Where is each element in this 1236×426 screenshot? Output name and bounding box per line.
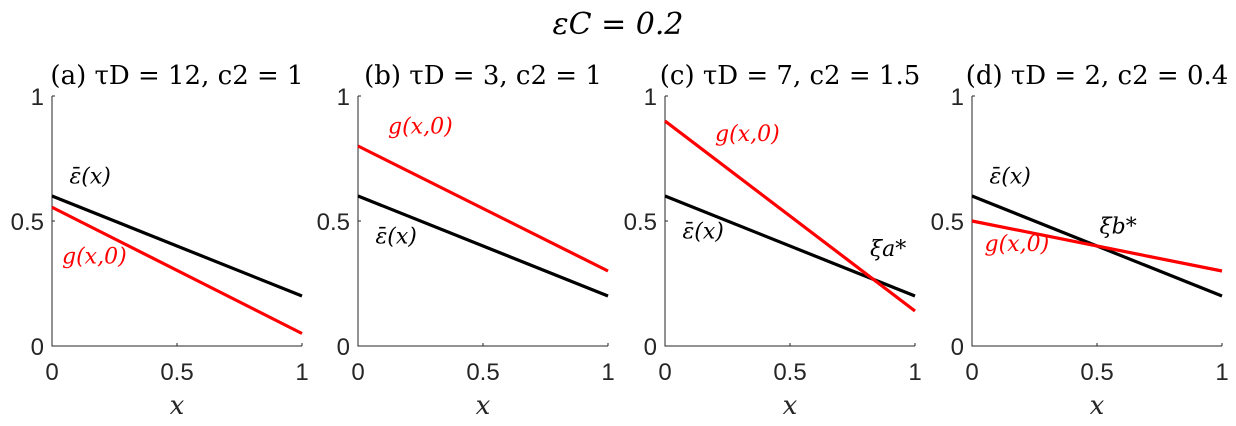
panel-b-annotation: ε̄(x) bbox=[376, 225, 417, 250]
panel-b-xtick-label: 0 bbox=[351, 359, 364, 386]
panel-a: (a) τD = 12, c2 = 1 0 0.5 1 0 0.5 1 x ε̄(x) g(x,0… bbox=[11, 61, 309, 421]
panel-c: (c) τD = 7, c2 = 1.5 0 0.5 1 0 0.5 1 x ε̄(x) g(x,… bbox=[624, 61, 922, 421]
panel-a-xtick-label: 0 bbox=[45, 359, 58, 386]
panel-d-ytick-label: 0 bbox=[951, 334, 964, 361]
panel-a-axes bbox=[51, 96, 302, 347]
panel-a-xlabel: x bbox=[170, 391, 185, 421]
panel-a-ytick-label: 0.5 bbox=[11, 209, 44, 236]
panel-c-ytick-label: 0 bbox=[644, 334, 657, 361]
panel-d-annotation: ξb* bbox=[1100, 215, 1137, 240]
panel-d-title: (d) τD = 2, c2 = 0.4 bbox=[966, 61, 1229, 91]
panel-c-annotation: ε̄(x) bbox=[683, 220, 724, 245]
panel-d-axes bbox=[971, 96, 1222, 347]
panel-c-xlabel: x bbox=[783, 391, 798, 421]
panel-d-annotation: ε̄(x) bbox=[990, 165, 1031, 190]
panel-b-ytick-label: 1 bbox=[337, 84, 350, 111]
panel-d-ytick-label: 0.5 bbox=[931, 209, 964, 236]
panel-a-xtick-label: 1 bbox=[295, 359, 308, 386]
panel-b: (b) τD = 3, c2 = 1 0 0.5 1 0 0.5 1 x ε̄(x) g(x,0) bbox=[317, 61, 615, 421]
panel-b-xlabel: x bbox=[476, 391, 491, 421]
panel-d: (d) τD = 2, c2 = 0.4 0 0.5 1 0 0.5 1 x ε̄(x) g(x,… bbox=[931, 61, 1229, 421]
panel-d-g-line bbox=[971, 219, 1223, 273]
panel-b-g-line bbox=[357, 144, 609, 273]
panel-c-ytick-label: 0.5 bbox=[624, 209, 657, 236]
panel-a-xtick-label: 0.5 bbox=[160, 359, 193, 386]
panel-a-ytick-label: 0 bbox=[31, 334, 44, 361]
panel-b-xtick-label: 0.5 bbox=[466, 359, 499, 386]
panel-b-annotation: g(x,0) bbox=[388, 115, 453, 140]
panel-b-ytick-label: 0 bbox=[337, 334, 350, 361]
panel-a-annotation: ε̄(x) bbox=[70, 165, 111, 190]
panel-d-xlabel: x bbox=[1090, 391, 1105, 421]
figure-title: εC = 0.2 bbox=[553, 7, 684, 42]
panel-d-xtick-label: 0 bbox=[965, 359, 978, 386]
panel-b-title: (b) τD = 3, c2 = 1 bbox=[364, 61, 602, 91]
panel-c-ytick-label: 1 bbox=[644, 84, 657, 111]
panel-c-annotation: ξa* bbox=[870, 237, 906, 262]
panel-a-title: (a) τD = 12, c2 = 1 bbox=[50, 61, 303, 91]
panel-c-title: (c) τD = 7, c2 = 1.5 bbox=[660, 61, 921, 91]
panel-c-annotation: g(x,0) bbox=[715, 122, 780, 147]
panel-d-annotation: g(x,0) bbox=[985, 232, 1050, 257]
panel-c-g-line bbox=[664, 119, 916, 313]
panel-d-ytick-label: 1 bbox=[951, 84, 964, 111]
panel-c-xtick-label: 0 bbox=[658, 359, 671, 386]
panel-d-xtick-label: 1 bbox=[1215, 359, 1228, 386]
panel-a-annotation: g(x,0) bbox=[62, 245, 127, 270]
panel-a-epsilon-bar-line bbox=[51, 194, 303, 298]
panel-b-ytick-label: 0.5 bbox=[317, 209, 350, 236]
panel-c-xtick-label: 0.5 bbox=[773, 359, 806, 386]
panel-b-xtick-label: 1 bbox=[601, 359, 614, 386]
panel-d-xtick-label: 0.5 bbox=[1080, 359, 1113, 386]
panel-b-epsilon-bar-line bbox=[357, 194, 609, 298]
panel-a-ytick-label: 1 bbox=[31, 84, 44, 111]
panel-a-g-line bbox=[51, 205, 303, 335]
panel-c-xtick-label: 1 bbox=[908, 359, 921, 386]
